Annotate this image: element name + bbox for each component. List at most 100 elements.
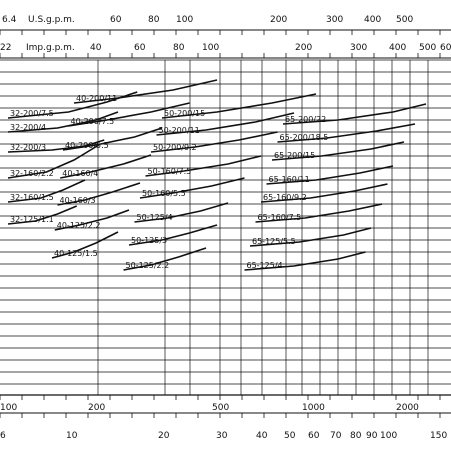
top-us-tick-100: 100 [176, 15, 193, 25]
top-imp-tick-600: 600 [440, 43, 451, 53]
bottom2-tick-40: 40 [256, 431, 268, 441]
top-imp-tick-400: 400 [389, 43, 406, 53]
bottom2-tick-30: 30 [216, 431, 228, 441]
curve-labels: 32-200/7.5 32-200/4 32-200/3 32-160/2.2 32-1… [10, 94, 328, 270]
top-imp-tick-80: 80 [173, 43, 185, 53]
bottom1-tick-500: 500 [212, 403, 229, 413]
top-imp-tick-300: 300 [350, 43, 367, 53]
performance-curves [7, 79, 427, 271]
chart-grid [0, 29, 451, 418]
bottom2-tick-70: 70 [330, 431, 342, 441]
bottom1-tick-1000: 1000 [302, 403, 325, 413]
curve-40-200-5-5 [62, 127, 163, 151]
curve-50-160-5-5 [139, 177, 245, 199]
curve-50-200-9-2 [150, 131, 278, 153]
top-imp-tick-40: 40 [90, 43, 102, 53]
curve-50-125-3 [128, 224, 218, 246]
bottom2-tick-90: 90 [366, 431, 378, 441]
curve-65-200-18-5 [277, 123, 416, 143]
curve-label: 50-125/3 [131, 236, 167, 245]
curve-label: 65-200/22 [285, 115, 326, 124]
curve-label: 50-125/4 [137, 213, 173, 222]
bottom2-tick-10: 10 [66, 431, 78, 441]
top-us-tick-6.4: 6.4 [2, 15, 17, 25]
curve-label: 50-200/11 [159, 126, 200, 135]
bottom1-tick-200: 200 [88, 403, 105, 413]
curve-label: 65-160/11 [269, 175, 310, 184]
curve-label: 50-160/5.5 [142, 189, 186, 198]
curve-40-160-4 [60, 154, 152, 179]
curve-label: 50-160/7.5 [148, 167, 192, 176]
top-axis-usgpm: 6.4 U.S.g.p.m. 60 80 100 200 300 400 500 [2, 15, 413, 25]
bottom-axis-1: 100 200 500 1000 2000 [0, 403, 419, 413]
curve-label: 50-200/15 [164, 109, 205, 118]
curve-40-125-1-5 [51, 231, 119, 259]
curve-40-160-3 [57, 182, 141, 206]
curve-label: 40-125/1.5 [54, 249, 98, 258]
curve-label: 65-160/7.5 [258, 213, 302, 222]
curve-label: 65-160/9.2 [263, 193, 307, 202]
top-imp-tick-100: 100 [202, 43, 219, 53]
curve-label: 50-200/9.2 [153, 143, 197, 152]
curve-label: 32-160/1.5 [10, 193, 54, 202]
curve-65-125-4 [244, 251, 366, 271]
top-imp-tick-200: 200 [295, 43, 312, 53]
bottom2-tick-20: 20 [158, 431, 170, 441]
top-us-tick-400: 400 [364, 15, 381, 25]
curve-65-160-11 [266, 165, 394, 185]
curve-32-125-1-1 [7, 205, 78, 225]
curve-40-125-2-2 [54, 209, 130, 231]
curve-40-200-7-5 [68, 102, 190, 127]
curve-50-160-7-5 [145, 155, 262, 177]
top-us-tick-500: 500 [396, 15, 413, 25]
curve-label: 40-200/11 [76, 94, 117, 103]
curve-label: 32-200/7.5 [10, 109, 54, 118]
top-imp-label: Imp.g.p.m. [26, 43, 75, 53]
bottom2-tick-150: 150 [430, 431, 447, 441]
curve-32-160-1-5 [7, 179, 86, 203]
curve-label: 65-125/4 [247, 261, 283, 270]
curve-label: 40-160/4 [62, 169, 98, 178]
bottom2-tick-6: 6 [0, 431, 6, 441]
curve-50-200-11 [156, 112, 295, 136]
curve-32-200-3 [7, 139, 105, 153]
bottom2-tick-100: 100 [380, 431, 397, 441]
bottom2-tick-60: 60 [308, 431, 320, 441]
top-us-label: U.S.g.p.m. [28, 15, 75, 25]
curve-label: 40-125/2.2 [57, 221, 101, 230]
bottom-axis-2: 6 10 20 30 40 50 60 70 80 90 100 150 [0, 431, 447, 441]
curve-label: 65-200/15 [274, 151, 315, 160]
bottom1-tick-2000: 2000 [396, 403, 419, 413]
curve-label: 40-160/3 [60, 196, 96, 205]
bottom2-tick-80: 80 [350, 431, 362, 441]
top-us-tick-200: 200 [270, 15, 287, 25]
curve-65-160-7-5 [255, 203, 383, 223]
top-us-tick-60: 60 [110, 15, 122, 25]
curve-label: 32-125/1.1 [10, 215, 54, 224]
curve-label: 50-125/2.2 [126, 261, 170, 270]
curve-label: 65-200/18.5 [280, 133, 329, 142]
curve-label: 32-200/3 [10, 143, 46, 152]
curve-label: 65-125/5.5 [252, 237, 296, 246]
top-imp-tick-60: 60 [134, 43, 146, 53]
top-us-tick-300: 300 [326, 15, 343, 25]
curve-65-200-15 [271, 141, 405, 161]
bottom1-tick-100: 100 [0, 403, 17, 413]
top-axis-impgpm: 22 Imp.g.p.m. 40 60 80 100 200 300 400 5… [0, 43, 451, 53]
curve-40-200-11 [73, 79, 218, 104]
curve-65-125-5-5 [249, 227, 372, 247]
curve-32-160-2-2 [7, 144, 100, 179]
curve-50-125-2-2 [123, 247, 207, 271]
curve-label: 32-160/2.2 [10, 169, 54, 178]
curve-50-200-15 [161, 93, 317, 119]
bottom2-tick-50: 50 [284, 431, 296, 441]
curve-50-125-4 [134, 202, 229, 223]
top-imp-tick-500: 500 [419, 43, 436, 53]
curve-label: 40-200/7.5 [71, 117, 115, 126]
curve-label: 32-200/4 [10, 123, 46, 132]
curve-65-160-9-2 [260, 183, 388, 203]
top-us-tick-80: 80 [148, 15, 160, 25]
top-imp-tick-22: 22 [0, 43, 11, 53]
curve-label: 40-200/5.5 [65, 141, 109, 150]
